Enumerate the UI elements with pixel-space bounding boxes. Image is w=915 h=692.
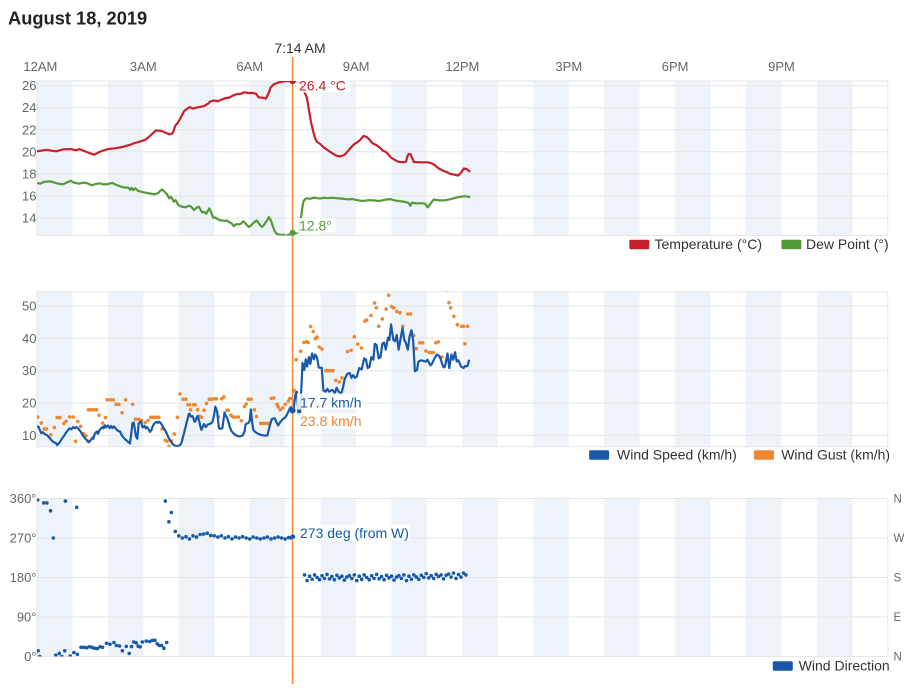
- svg-text:W: W: [894, 533, 905, 545]
- svg-text:12AM: 12AM: [23, 59, 57, 74]
- svg-text:270°: 270°: [10, 531, 37, 546]
- svg-text:18: 18: [22, 166, 36, 181]
- svg-text:Dew Point (°): Dew Point (°): [806, 236, 889, 252]
- svg-text:9AM: 9AM: [343, 59, 370, 74]
- svg-text:50: 50: [22, 298, 36, 313]
- svg-text:Wind Gust (km/h): Wind Gust (km/h): [781, 447, 890, 463]
- svg-text:3PM: 3PM: [555, 59, 582, 74]
- svg-text:14: 14: [22, 211, 36, 226]
- svg-text:Wind Speed (km/h): Wind Speed (km/h): [617, 447, 737, 463]
- svg-text:26.4 °C: 26.4 °C: [299, 78, 346, 94]
- svg-text:N: N: [894, 494, 902, 506]
- svg-text:360°: 360°: [10, 491, 37, 506]
- svg-text:12PM: 12PM: [445, 59, 479, 74]
- svg-text:17.7 km/h: 17.7 km/h: [300, 395, 361, 411]
- svg-text:273 deg (from W): 273 deg (from W): [300, 525, 409, 541]
- svg-text:16: 16: [22, 189, 36, 204]
- svg-text:22: 22: [22, 122, 36, 137]
- svg-text:10: 10: [22, 428, 36, 443]
- svg-text:23.8 km/h: 23.8 km/h: [300, 413, 361, 429]
- svg-text:3AM: 3AM: [130, 59, 157, 74]
- svg-text:0°: 0°: [24, 649, 36, 664]
- svg-text:N: N: [894, 652, 902, 664]
- svg-text:12.8°: 12.8°: [299, 218, 332, 234]
- svg-text:S: S: [894, 573, 902, 585]
- svg-text:20: 20: [22, 144, 36, 159]
- svg-text:40: 40: [22, 331, 36, 346]
- svg-text:August 18, 2019: August 18, 2019: [8, 7, 147, 28]
- svg-text:6AM: 6AM: [236, 59, 263, 74]
- svg-text:26: 26: [22, 78, 36, 93]
- svg-text:E: E: [894, 612, 902, 624]
- svg-text:Temperature (°C): Temperature (°C): [655, 236, 763, 252]
- svg-text:30: 30: [22, 363, 36, 378]
- svg-text:20: 20: [22, 396, 36, 411]
- svg-text:90°: 90°: [17, 610, 37, 625]
- svg-text:7:14 AM: 7:14 AM: [274, 40, 325, 56]
- svg-text:9PM: 9PM: [768, 59, 795, 74]
- svg-text:24: 24: [22, 100, 36, 115]
- svg-text:180°: 180°: [10, 570, 37, 585]
- svg-text:Wind Direction: Wind Direction: [799, 658, 890, 674]
- svg-text:6PM: 6PM: [662, 59, 689, 74]
